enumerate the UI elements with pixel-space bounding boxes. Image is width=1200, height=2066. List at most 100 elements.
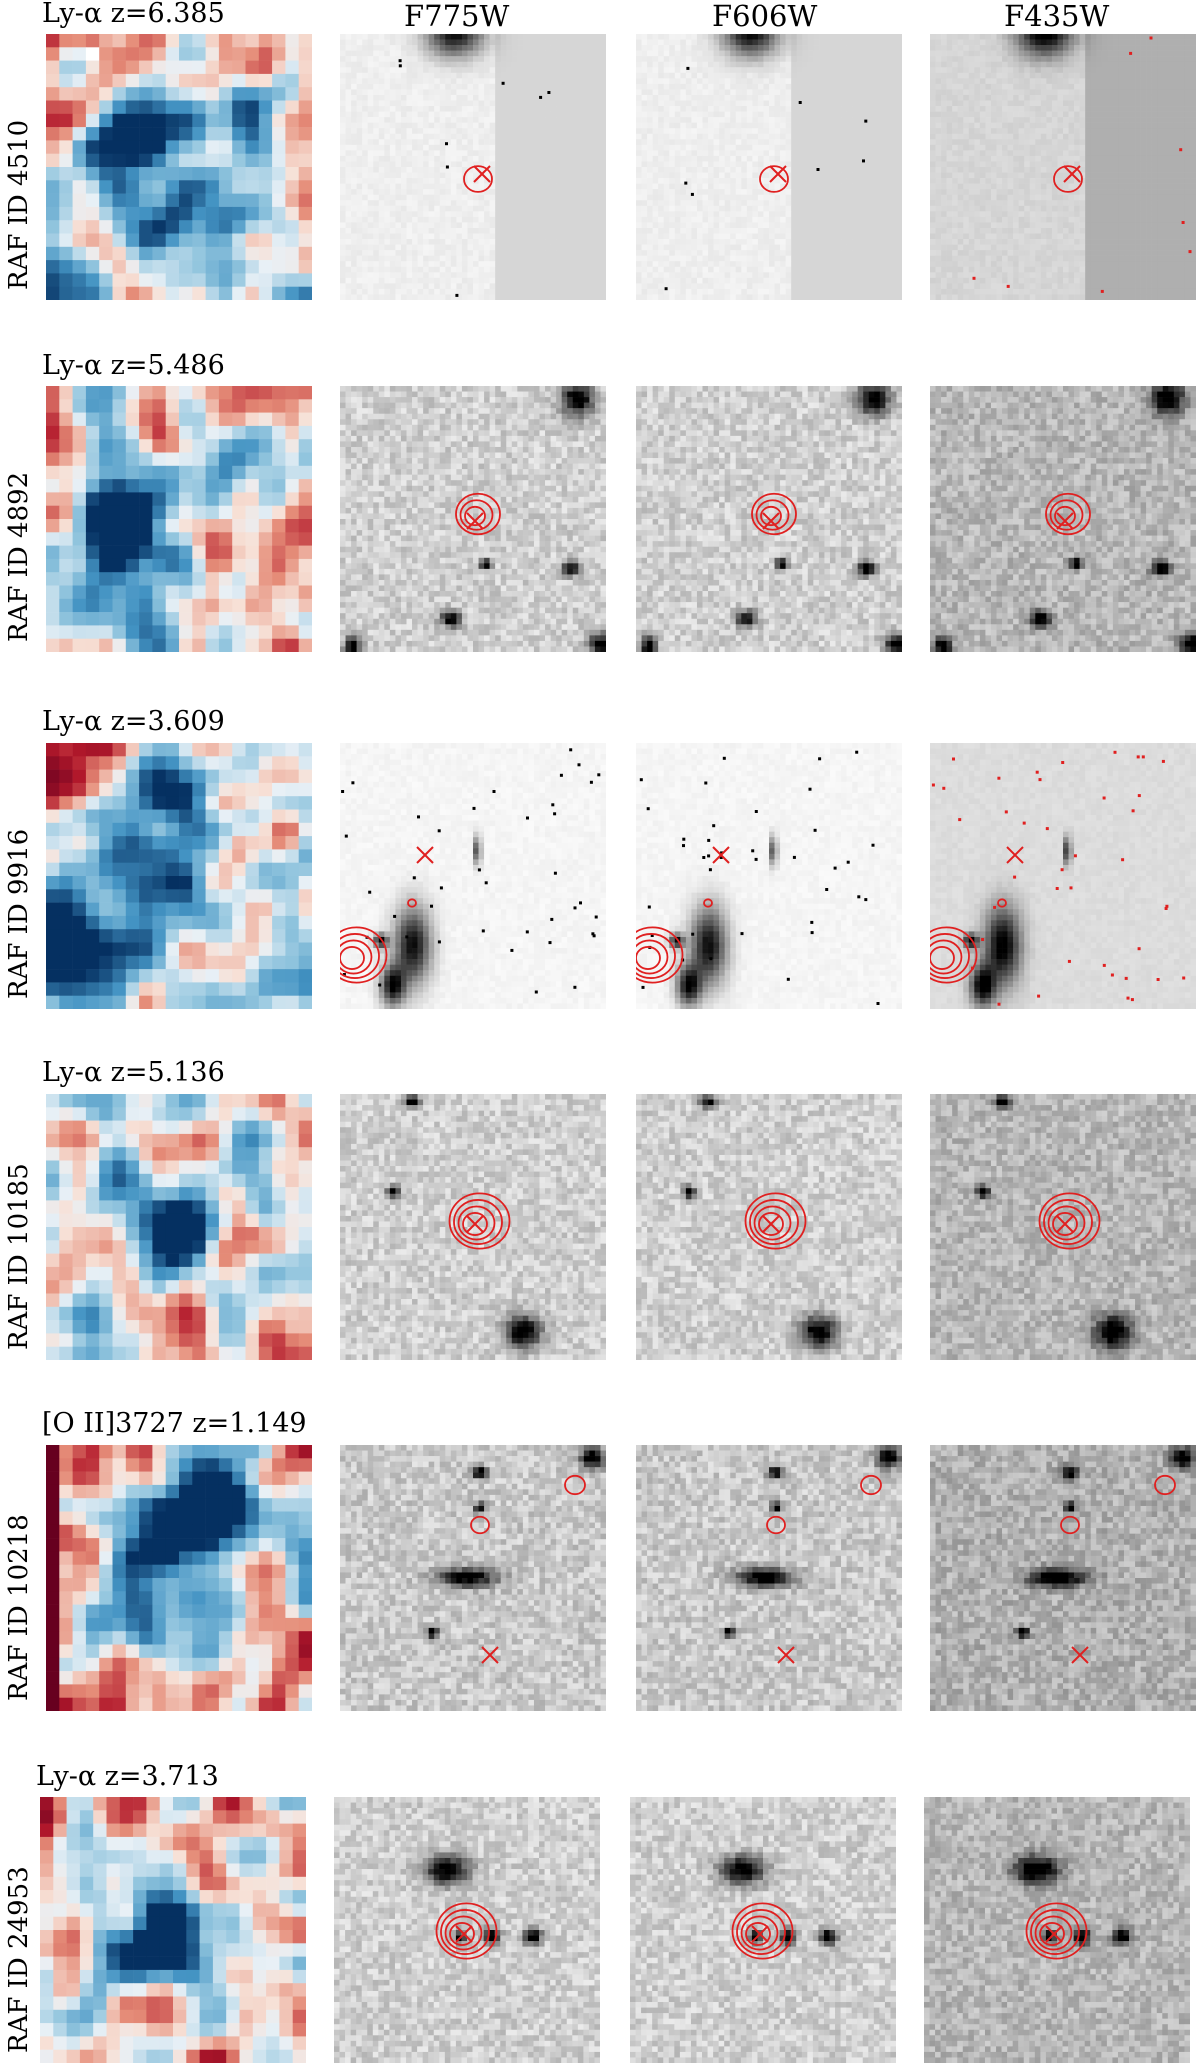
source-position-marker [762,512,780,530]
source-position-marker [1056,1215,1074,1233]
flux-contour [1047,1205,1086,1241]
flux-contour [1025,1902,1088,1960]
row-id-label: RAF ID 9916 [4,829,34,999]
source-position-marker [777,1646,795,1664]
filter-image-panel-f775w [334,1797,600,2063]
source-position-marker [751,1925,769,1943]
filter-image [340,386,606,652]
filter-image [340,743,606,1009]
emission-line-title: Ly-α z=5.136 [42,1059,225,1086]
flux-contour [407,898,417,908]
emission-line-title: Ly-α z=6.385 [42,0,225,27]
source-position-marker [1056,512,1074,530]
flux-contour [470,1515,490,1535]
emission-line-title: Ly-α z=3.713 [36,1763,219,1790]
filter-image-panel-f435w [930,1445,1196,1711]
filter-image [636,1094,902,1360]
emission-map [46,1094,312,1360]
filter-image-panel-f606w [636,386,902,652]
row-id-label: RAF ID 10218 [4,1514,34,1701]
flux-contour [930,933,970,979]
row-id-label: RAF ID 10185 [4,1163,34,1350]
source-position-marker [1071,1646,1089,1664]
flux-contour [1154,1474,1176,1496]
source-position-marker [1006,846,1024,864]
filter-image-panel-f435w [930,34,1196,300]
source-position-marker [455,1925,473,1943]
source-position-marker [416,846,434,864]
flux-contour [736,1909,786,1955]
emission-map-panel [46,386,312,652]
filter-image-panel-f775w [340,1445,606,1711]
filter-image [930,1445,1196,1711]
flux-contour [930,939,963,975]
flux-contour [860,1474,882,1496]
filter-image [636,743,902,1009]
filter-image [930,1094,1196,1360]
emission-map-panel [46,743,312,1009]
flux-contour [703,898,713,908]
flux-contour [1038,1192,1101,1250]
row-id-label: RAF ID 4892 [4,472,34,642]
filter-image [340,34,606,300]
flux-contour [755,499,790,531]
flux-contour [1060,1515,1080,1535]
flux-contour [636,946,661,970]
flux-contour [463,165,493,193]
flux-contour [930,926,978,984]
flux-contour [340,926,388,984]
emission-map [46,1445,312,1711]
emission-line-title: [O II]3727 z=1.149 [42,1410,307,1437]
flux-contour [1039,1922,1065,1946]
filter-image [636,34,902,300]
filter-image [636,386,902,652]
flux-contour [740,1915,779,1951]
source-position-marker [762,1215,780,1233]
flux-contour [1030,1909,1080,1955]
flux-contour [459,499,494,531]
source-position-marker [769,165,787,183]
source-position-marker [466,512,484,530]
flux-contour [744,1192,807,1250]
flux-contour [449,1922,475,1946]
column-header-f606w: F606W [712,2,817,31]
source-position-marker [481,1646,499,1664]
emission-map [40,1797,306,2063]
filter-image-panel-f606w [636,743,902,1009]
flux-contour [340,939,373,975]
filter-image [930,386,1196,652]
flux-contour [751,492,797,536]
flux-contour [1049,499,1084,531]
flux-contour [1053,165,1083,193]
flux-contour [930,946,955,970]
filter-image-panel-f775w [340,386,606,652]
flux-contour [564,1474,586,1496]
flux-contour [1045,492,1091,536]
filter-image [630,1797,896,2063]
source-position-marker [1045,1925,1063,1943]
row-id-label: RAF ID 4510 [4,120,34,290]
flux-contour [440,1909,490,1955]
flux-contour [340,933,380,979]
emission-map-panel [46,34,312,300]
row-id-label: RAF ID 24953 [4,1866,34,2053]
filter-image-panel-f775w [340,34,606,300]
emission-map-panel [46,1094,312,1360]
filter-image-panel-f606w [630,1797,896,2063]
flux-contour [759,165,789,193]
flux-contour [636,933,676,979]
column-header-f775w: F775W [404,2,509,31]
flux-contour [997,898,1007,908]
filter-image-panel-f435w [930,1094,1196,1360]
emission-map [46,743,312,1009]
filter-image [636,1445,902,1711]
filter-image [340,1445,606,1711]
filter-image-panel-f606w [636,34,902,300]
filter-image [930,743,1196,1009]
filter-image-panel-f606w [636,1445,902,1711]
flux-contour [758,1212,784,1236]
flux-contour [453,1199,503,1245]
flux-contour [749,1199,799,1245]
filter-image [930,34,1196,300]
flux-contour [444,1915,483,1951]
